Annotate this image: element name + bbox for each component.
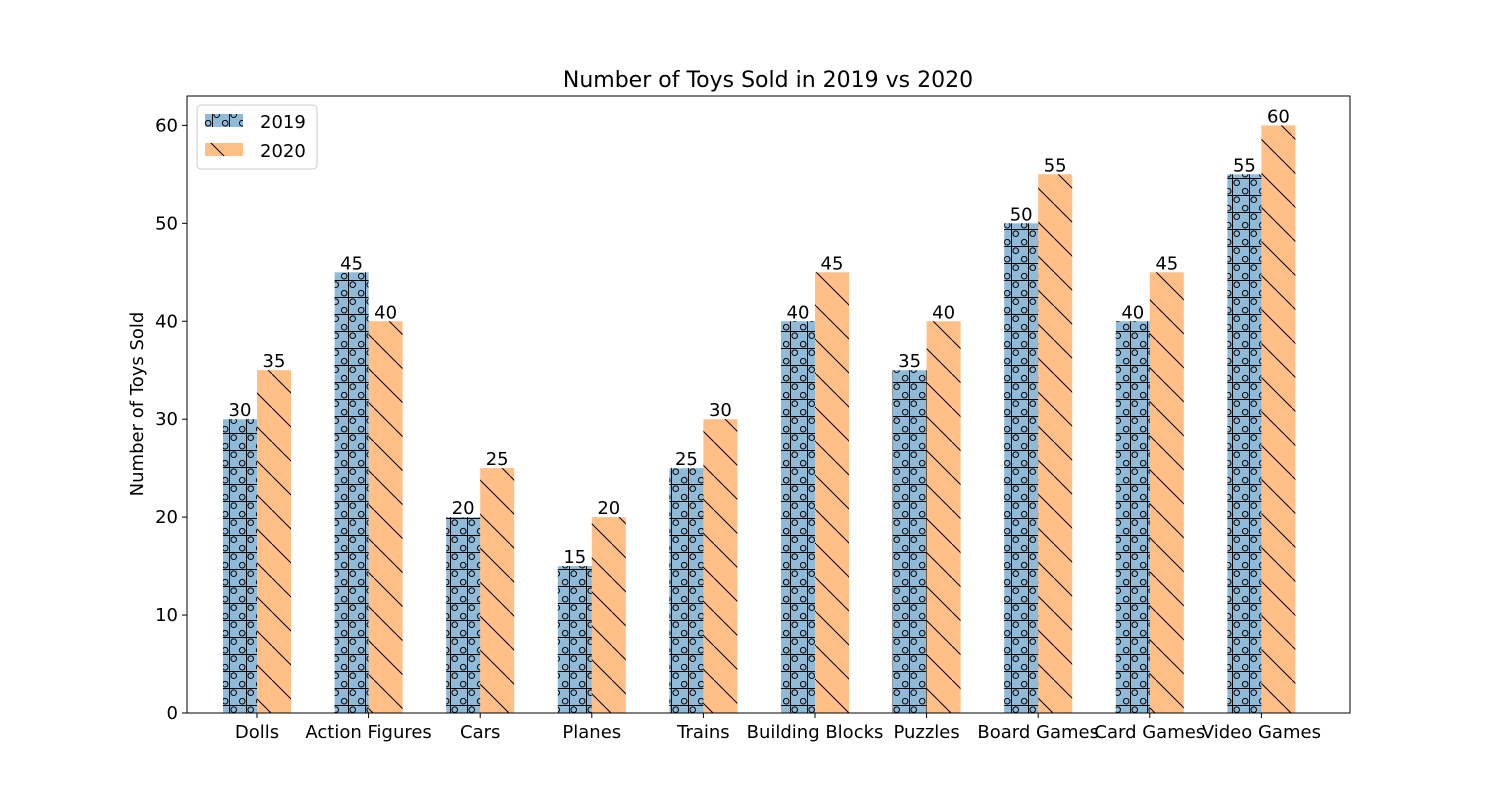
bar-hatch-2019-0 xyxy=(223,419,257,713)
legend-swatch-2020-hatch xyxy=(205,143,243,156)
x-tick-label-1: Action Figures xyxy=(305,722,431,743)
data-label-2020-8: 45 xyxy=(1155,253,1178,274)
data-label-2020-0: 35 xyxy=(263,351,286,372)
data-label-2019-2: 20 xyxy=(452,498,475,519)
data-label-2020-2: 25 xyxy=(486,449,509,470)
data-label-2019-9: 55 xyxy=(1233,155,1256,176)
bar-hatch-2020-0 xyxy=(257,370,291,713)
data-label-2020-1: 40 xyxy=(374,302,397,323)
bar-hatch-2020-5 xyxy=(815,272,849,713)
data-label-2020-7: 55 xyxy=(1044,155,1067,176)
bar-hatch-2020-2 xyxy=(480,468,515,713)
y-tick-label-4: 40 xyxy=(155,311,178,332)
bar-hatch-2019-6 xyxy=(892,370,927,713)
plot-frame xyxy=(186,95,1351,714)
bar-hatch-2020-6 xyxy=(926,321,961,713)
data-label-2019-7: 50 xyxy=(1010,204,1033,225)
x-tick-label-8: Card Games xyxy=(1094,722,1205,743)
data-labels-layer: 30 35 45 40 20 25 15 20 25 30 40 45 35 40 50 55 40 45 55 60 xyxy=(229,106,1290,568)
data-label-2019-5: 40 xyxy=(787,302,810,323)
x-tick-label-0: Dolls xyxy=(235,722,279,743)
bar-hatch-2019-3 xyxy=(557,566,592,713)
data-label-2019-0: 30 xyxy=(229,400,252,421)
bar-hatch-2019-4 xyxy=(669,468,704,713)
data-label-2020-4: 30 xyxy=(709,400,732,421)
legend-label-2020: 2020 xyxy=(260,141,306,162)
x-tick-label-6: Puzzles xyxy=(893,722,959,743)
data-label-2019-3: 15 xyxy=(563,547,586,568)
bar-hatch-2020-4 xyxy=(703,419,738,713)
bars-layer xyxy=(223,125,1296,714)
y-tick-label-2: 20 xyxy=(155,507,178,528)
bar-hatch-2019-8 xyxy=(1115,321,1150,713)
y-axis-label: Number of Toys Sold xyxy=(127,312,148,497)
bar-hatch-2020-8 xyxy=(1149,272,1184,713)
y-tick-label-6: 60 xyxy=(155,115,178,136)
x-tick-label-3: Planes xyxy=(562,722,621,743)
data-label-2019-6: 35 xyxy=(898,351,921,372)
x-axis: Dolls Action Figures Cars Planes Trains Build… xyxy=(235,713,1321,743)
x-tick-label-7: Board Games xyxy=(977,722,1099,743)
data-label-2020-3: 20 xyxy=(597,498,620,519)
y-axis: 0 10 20 30 40 50 60 xyxy=(155,115,187,724)
data-label-2020-5: 45 xyxy=(821,253,844,274)
x-tick-label-2: Cars xyxy=(460,722,500,743)
bar-hatch-2020-7 xyxy=(1038,174,1073,713)
data-label-2019-1: 45 xyxy=(340,253,363,274)
bar-hatch-2019-7 xyxy=(1004,223,1039,714)
data-label-2019-8: 40 xyxy=(1121,302,1144,323)
legend: 2019 2020 xyxy=(196,104,318,170)
bar-hatch-2019-2 xyxy=(446,517,481,713)
data-label-2019-4: 25 xyxy=(675,449,698,470)
bar-hatch-2019-1 xyxy=(334,272,369,713)
bar-hatch-2020-1 xyxy=(368,321,403,713)
legend-swatch-2019-hatch xyxy=(205,114,243,127)
y-tick-label-3: 30 xyxy=(155,409,178,430)
bar-hatch-2020-9 xyxy=(1261,125,1296,713)
y-tick-label-5: 50 xyxy=(155,213,178,234)
y-tick-label-0: 0 xyxy=(167,703,178,724)
bar-hatch-2020-3 xyxy=(591,517,626,713)
x-tick-label-9: Video Games xyxy=(1202,722,1321,743)
bar-hatch-2019-5 xyxy=(781,321,815,713)
data-label-2020-9: 60 xyxy=(1267,106,1290,127)
x-tick-label-4: Trains xyxy=(676,722,730,743)
y-tick-label-1: 10 xyxy=(155,605,178,626)
bar-hatch-2019-9 xyxy=(1227,174,1262,713)
data-label-2020-6: 40 xyxy=(932,302,955,323)
chart-title: Number of Toys Sold in 2019 vs 2020 xyxy=(563,68,973,93)
x-tick-label-5: Building Blocks xyxy=(747,722,884,743)
legend-label-2019: 2019 xyxy=(260,112,306,133)
